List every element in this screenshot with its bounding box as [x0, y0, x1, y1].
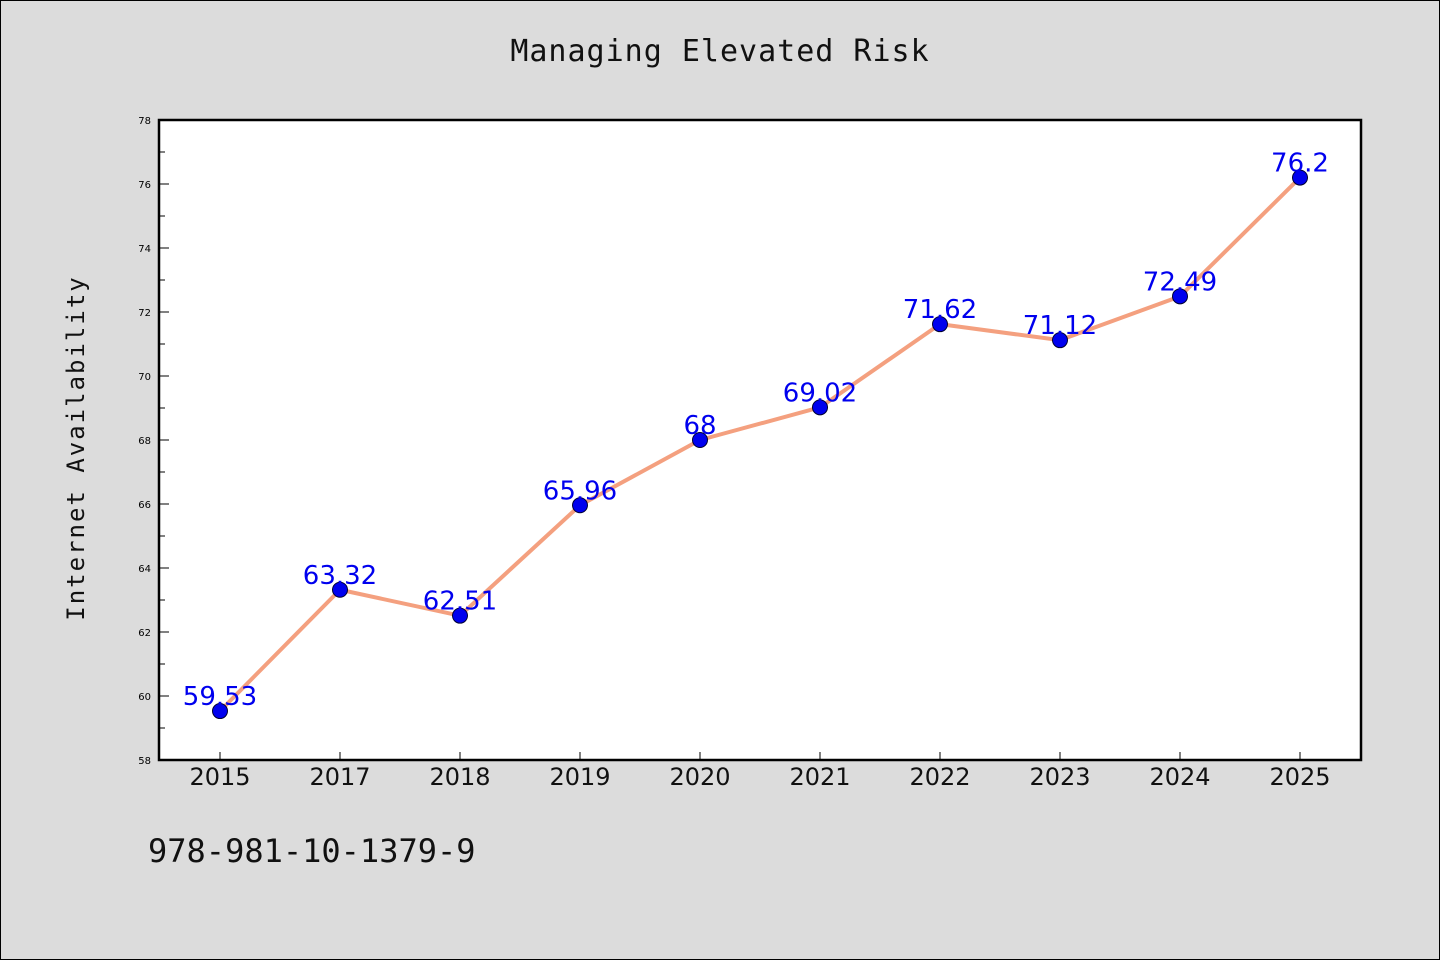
- data-label: 62.51: [423, 587, 497, 617]
- y-tick-label: 60: [138, 692, 151, 703]
- plot-border: [157, 118, 1363, 762]
- data-label: 59.53: [183, 682, 257, 712]
- x-tick-label: 2019: [549, 763, 610, 791]
- y-tick-label: 58: [138, 756, 151, 767]
- data-label: 68: [683, 411, 716, 441]
- data-label: 63.32: [303, 561, 377, 591]
- isbn-footer: 978-981-10-1379-9: [148, 832, 476, 870]
- series-line: [218, 175, 1302, 714]
- x-tick-label: 2022: [909, 763, 970, 791]
- data-point: [692, 432, 708, 448]
- data-point: [1292, 169, 1308, 186]
- x-tick-label: 2023: [1029, 763, 1090, 791]
- y-tick-label: 78: [138, 116, 151, 127]
- data-point: [452, 607, 468, 624]
- y-tick-label: 66: [138, 500, 151, 511]
- plot-area: [159, 120, 1361, 760]
- y-tick-label: 76: [138, 180, 151, 191]
- data-point: [812, 399, 828, 416]
- data-label: 69.02: [783, 378, 857, 408]
- data-label: 71.62: [903, 295, 977, 325]
- y-tick-label: 74: [138, 244, 151, 255]
- y-tick-label: 72: [138, 308, 151, 319]
- x-tick-label: 2017: [309, 763, 370, 791]
- x-tick-label: 2018: [429, 763, 490, 791]
- y-tick-label: 70: [138, 372, 151, 383]
- data-label: 65.96: [543, 476, 617, 506]
- x-tick-label: 2021: [789, 763, 850, 791]
- x-tick-label: 2015: [189, 763, 250, 791]
- data-label: 72.49: [1143, 267, 1217, 297]
- chart-title: Managing Elevated Risk: [510, 34, 930, 69]
- data-point: [212, 703, 228, 720]
- data-point: [1052, 332, 1068, 349]
- data-point: [332, 581, 348, 598]
- data-point: [572, 497, 588, 514]
- data-label: 71.12: [1023, 311, 1097, 341]
- x-tick-label: 2024: [1149, 763, 1210, 791]
- data-point: [932, 316, 948, 333]
- y-tick-label: 62: [138, 628, 151, 639]
- y-tick-label: 68: [138, 436, 151, 447]
- data-point: [1172, 288, 1188, 305]
- x-tick-label: 2020: [669, 763, 730, 791]
- y-tick-label: 64: [138, 564, 151, 575]
- x-tick-label: 2025: [1269, 763, 1330, 791]
- data-label: 76.2: [1271, 149, 1329, 179]
